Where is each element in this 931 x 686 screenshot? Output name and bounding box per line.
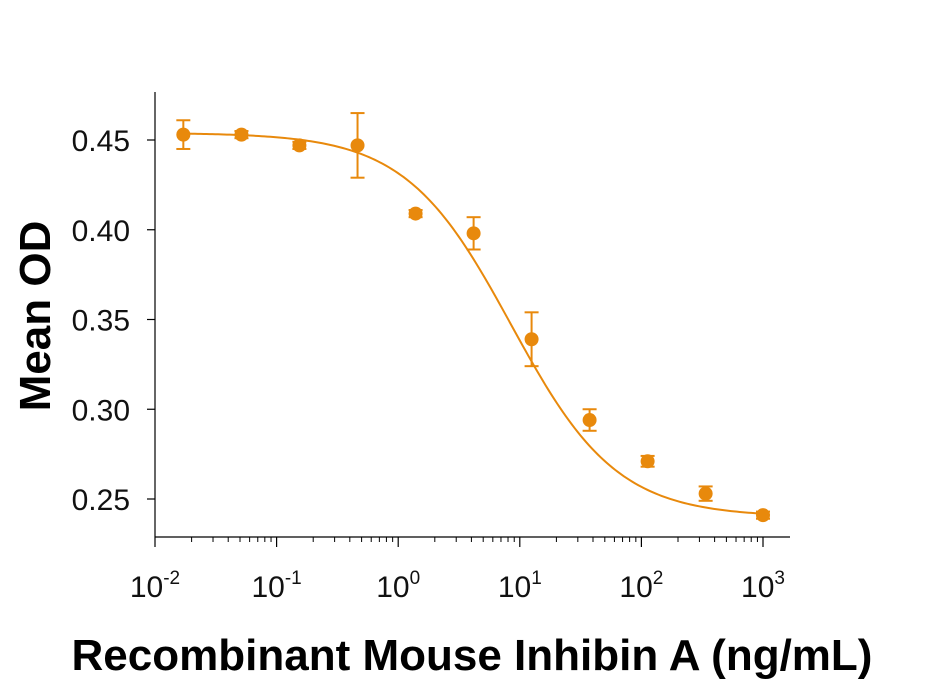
data-point-group [350,112,365,179]
data-point-group [292,138,307,153]
data-point [176,127,191,142]
y-axis: 0.25 0.30 0.35 0.40 0.45 [72,92,156,537]
data-point [466,226,481,241]
y-tick-label: 0.35 [72,305,130,338]
data-point-group [176,119,191,150]
data-point-group [698,485,713,502]
data-point-group [234,127,249,142]
y-tick-label: 0.45 [72,125,130,158]
data-point-group [582,408,597,432]
data-point [756,508,770,523]
data-point-group [756,508,770,523]
data-point-group [408,206,423,221]
fit-curve [183,132,764,515]
data-point [350,138,365,153]
x-tick-label: 103 [741,568,785,604]
data-point-group [466,216,481,251]
data-point-group [524,311,539,368]
y-tick-label: 0.30 [72,394,130,427]
x-axis-title: Recombinant Mouse Inhibin A (ng/mL) [72,631,873,680]
x-tick-label: 100 [376,568,420,604]
data-point [292,138,307,153]
data-point [698,486,713,501]
data-point-group [640,454,655,469]
data-point [524,332,539,347]
data-point [582,413,597,428]
data-point [234,127,249,142]
data-point [640,454,655,469]
x-tick-label: 10-1 [251,568,301,604]
fit-curve-layer [183,132,764,515]
y-tick-label: 0.25 [72,484,130,517]
x-tick-label: 10-2 [130,568,180,604]
x-axis: 10-2 10-1 100 101 102 103 [130,536,790,604]
x-tick-label: 101 [498,568,542,604]
x-tick-label: 102 [619,568,663,604]
data-points-layer [176,112,770,523]
data-point [408,206,423,221]
y-tick-label: 0.40 [72,215,130,248]
y-axis-title: Mean OD [11,221,60,412]
